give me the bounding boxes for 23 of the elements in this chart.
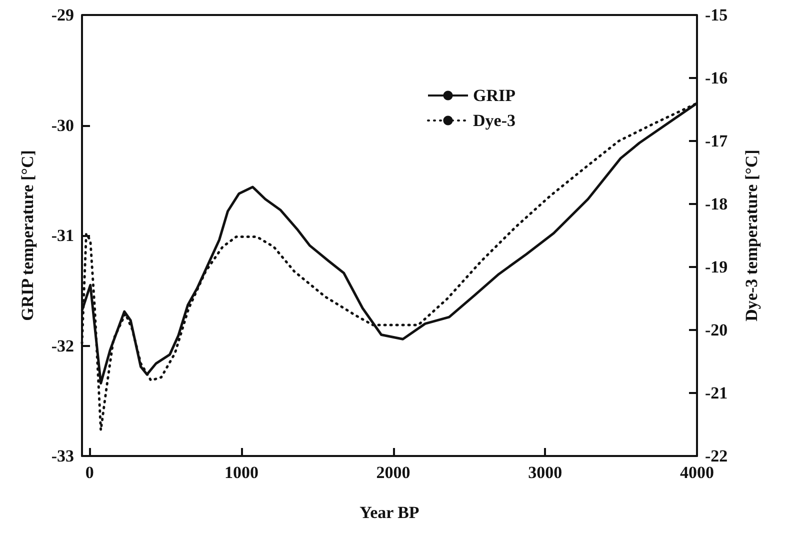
x-tick-label: 0: [85, 463, 94, 482]
y2-axis-title: Dye-3 temperature [°C]: [742, 150, 761, 322]
y2-tick-label: -21: [705, 384, 728, 402]
y-tick-label: -33: [51, 446, 74, 466]
y2-tick-label: -20: [705, 320, 728, 340]
y2-tick-label: -17: [705, 132, 728, 150]
x-axis-title: Year BP: [360, 503, 420, 522]
y2-tick-label: -15: [705, 6, 728, 24]
y2-tick-label: -22: [705, 446, 728, 466]
x-tick-label: 3000: [528, 463, 562, 482]
x-tick-label: 2000: [376, 463, 410, 482]
y2-tick-label: -18: [705, 194, 728, 214]
legend-label: Dye-3: [473, 111, 516, 130]
y-axis-title: GRIP temperature [°C]: [18, 150, 37, 321]
y-tick-label: -30: [51, 116, 74, 135]
x-tick-label: 4000: [680, 463, 714, 482]
y-tick-label: -31: [51, 226, 74, 245]
legend-label: GRIP: [473, 86, 516, 105]
y2-tick-label: -19: [705, 258, 728, 276]
y-tick-label: -29: [51, 6, 74, 24]
y-tick-label: -32: [51, 336, 74, 356]
y2-tick-label: -16: [705, 68, 728, 88]
x-tick-label: 1000: [224, 463, 258, 482]
